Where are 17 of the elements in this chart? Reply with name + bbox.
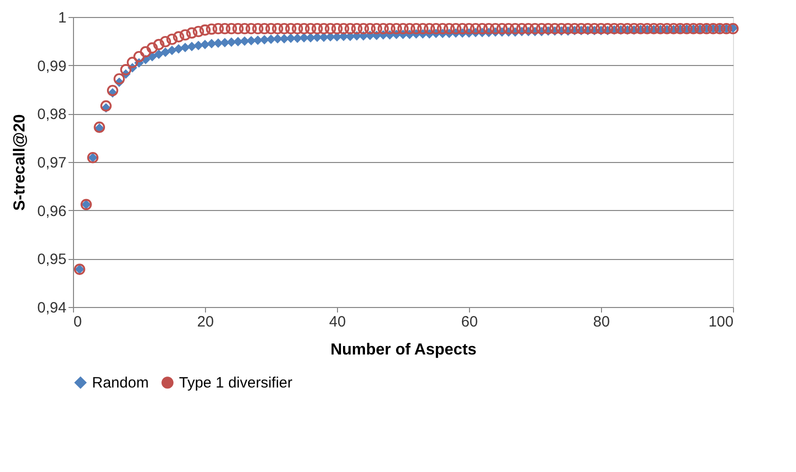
legend-label: Type 1 diversifier — [179, 374, 292, 392]
x-tick-label: 60 — [461, 314, 478, 330]
y-tick-label: 0,97 — [37, 154, 66, 172]
x-tick-label: 80 — [593, 314, 610, 330]
y-tick-label: 0,94 — [37, 300, 66, 316]
y-tick-label: 0,96 — [37, 202, 66, 220]
x-tick-label: 0 — [74, 314, 82, 330]
x-tick-label: 40 — [329, 314, 346, 330]
y-tick-label: 0,99 — [37, 58, 66, 75]
y-axis-title: S-trecall@20 — [11, 114, 28, 211]
x-tick-label: 20 — [197, 314, 214, 330]
legend-label: Random — [92, 374, 149, 392]
y-tick-label: 0,98 — [37, 106, 66, 124]
y-tick-label: 1 — [58, 10, 66, 26]
x-axis-title: Number of Aspects — [330, 342, 477, 358]
y-tick-label: 0,95 — [37, 251, 66, 268]
x-tick-label: 100 — [708, 314, 734, 330]
